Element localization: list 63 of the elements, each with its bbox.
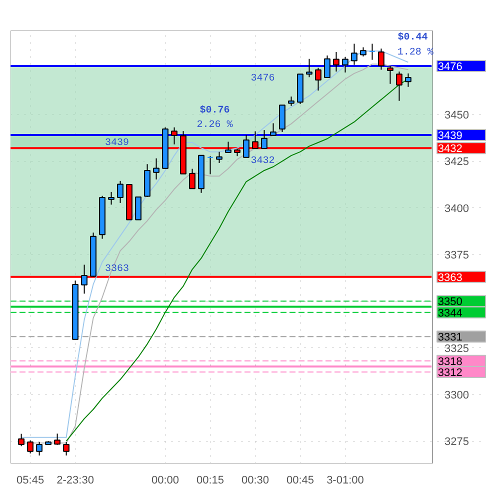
x-tick-label: 05:45 (16, 474, 44, 486)
x-tick-label: 00:00 (152, 474, 180, 486)
candlestick (171, 126, 178, 145)
candlestick (360, 46, 366, 57)
y-tick-label: 3300 (444, 389, 469, 402)
candlestick (387, 65, 394, 84)
candlestick (369, 43, 376, 60)
candlestick (27, 440, 34, 454)
candlestick (54, 433, 60, 446)
annotation: 2.26 % (196, 120, 233, 132)
annotation: 3439 (104, 138, 129, 150)
candlestick (81, 264, 88, 294)
candlestick (324, 55, 330, 78)
candlestick (18, 433, 24, 447)
candlestick (207, 156, 214, 175)
candlestick (378, 48, 384, 70)
candlestick (288, 96, 294, 106)
candlestick (351, 43, 358, 66)
ref-line-label: 3312 (438, 367, 462, 380)
annotation: 3432 (250, 156, 275, 167)
y-tick-label: 3275 (444, 436, 469, 448)
candlestick (270, 122, 276, 136)
candlestick (117, 180, 124, 204)
candlestick (216, 151, 222, 164)
y-tick-label: 3325 (444, 342, 469, 355)
y-tick-label: 3375 (444, 249, 469, 262)
ref-line-label: 3363 (438, 272, 462, 284)
annotation: 3363 (104, 264, 129, 276)
y-tick-label: 3450 (444, 109, 469, 122)
x-tick-label: 00:15 (196, 474, 224, 486)
x-tick-label: 00:45 (286, 474, 314, 486)
candlestick (63, 442, 70, 456)
x-tick-label: 3-01:00 (326, 474, 364, 486)
ref-line-label: 3350 (438, 296, 462, 308)
annotation: 1.28 % (397, 47, 434, 58)
annotation: $0.44 (398, 31, 428, 44)
ref-line-label: 3318 (438, 356, 462, 368)
x-tick-label: 2-23:30 (56, 474, 94, 486)
candlestick (333, 51, 340, 72)
ref-line-label: 3476 (438, 60, 462, 73)
candlestick (36, 442, 42, 456)
ref-line-label: 3432 (438, 143, 462, 156)
y-tick-label: 3400 (444, 202, 469, 215)
candlestick (108, 191, 114, 206)
ref-line-label: 3344 (438, 307, 462, 320)
candlestick (261, 129, 268, 149)
candlestick (279, 104, 286, 133)
candlestick (243, 134, 250, 158)
y-tick-label: 3425 (444, 156, 469, 168)
candlestick (315, 67, 322, 92)
candlestick (396, 71, 402, 102)
candlestick (153, 158, 160, 180)
ref-line-label: 3439 (438, 130, 462, 142)
candlestick (342, 56, 348, 73)
candlestick (225, 141, 232, 154)
candlestick (405, 72, 412, 88)
annotation: 3476 (250, 74, 275, 85)
annotation: $0.76 (200, 104, 230, 116)
candlestick (135, 196, 142, 220)
candlestick (189, 168, 196, 190)
x-tick-label: 00:30 (241, 474, 270, 486)
candlestick (306, 58, 312, 78)
ref-line-label: 3331 (438, 332, 462, 344)
